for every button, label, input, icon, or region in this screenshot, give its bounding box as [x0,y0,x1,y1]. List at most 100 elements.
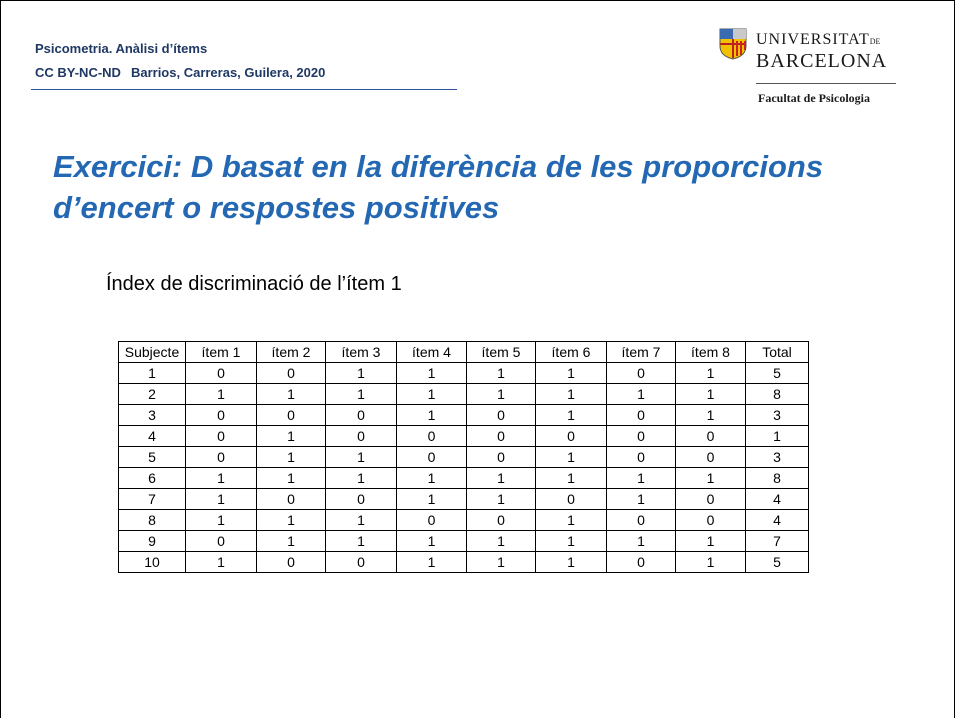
table-cell: 0 [675,446,746,468]
table-cell: 1 [396,488,467,510]
table-cell: 1 [256,425,326,447]
table-cell: 0 [185,404,257,426]
table-row: 10 1 0 0 1 1 1 0 1 5 [118,551,809,573]
table-body: Subjecte ítem 1 ítem 2 ítem 3 ítem 4 ítem 5 ít… [118,341,809,573]
header-row: Subjecte ítem 1 ítem 2 ítem 3 ítem 4 ítem 5 ít… [118,341,809,363]
table-cell: 8 [118,509,186,531]
table-cell: 1 [606,383,676,405]
table-cell: 1 [606,530,676,552]
table-cell: 0 [185,530,257,552]
table-cell: 1 [185,509,257,531]
table-cell: 1 [396,467,467,489]
table-cell: 0 [535,488,607,510]
table-cell: 0 [466,509,536,531]
table-cell: 3 [745,446,809,468]
table-cell: 1 [466,530,536,552]
table-cell: 0 [185,425,257,447]
logo-shield [719,28,747,60]
column-header: ítem 5 [466,341,536,363]
table-cell: 1 [325,467,397,489]
table-cell: 0 [325,488,397,510]
table-cell: 1 [466,383,536,405]
table-cell: 0 [396,425,467,447]
table-cell: 1 [256,446,326,468]
table-cell: 0 [675,488,746,510]
table-cell: 0 [466,404,536,426]
table-cell: 0 [675,509,746,531]
table-cell: 5 [118,446,186,468]
table-cell: 1 [675,530,746,552]
table-cell: 0 [606,446,676,468]
table-cell: 0 [256,362,326,384]
table-cell: 1 [675,467,746,489]
table-cell: 1 [118,362,186,384]
table-cell: 3 [745,404,809,426]
table-cell: 1 [396,362,467,384]
table-cell: 1 [185,551,257,573]
table-cell: 1 [535,383,607,405]
header-credits: CC BY-NC-ND Barrios, Carreras, Guilera, 2… [35,65,335,80]
table-cell: 0 [256,551,326,573]
license: CC BY-NC-ND [35,65,121,80]
table-cell: 1 [396,530,467,552]
table-cell: 0 [606,509,676,531]
table-cell: 1 [396,551,467,573]
table-cell: 1 [535,551,607,573]
table-cell: 0 [466,425,536,447]
table-cell: 1 [535,362,607,384]
table-cell: 0 [325,404,397,426]
column-header: ítem 3 [325,341,397,363]
table-cell: 4 [118,425,186,447]
table-cell: 1 [256,383,326,405]
table-cell: 0 [606,551,676,573]
table-cell: 7 [118,488,186,510]
table-cell: 5 [745,551,809,573]
logo-city: BARCELONA [756,50,888,72]
column-header: ítem 4 [396,341,467,363]
column-header: ítem 8 [675,341,746,363]
table-cell: 0 [256,404,326,426]
table-cell: 0 [396,446,467,468]
column-header: ítem 7 [606,341,676,363]
logo-rule [756,83,896,84]
table-cell: 1 [675,383,746,405]
table-cell: 3 [118,404,186,426]
table-cell: 5 [745,362,809,384]
table-cell: 2 [118,383,186,405]
table-cell: 8 [745,383,809,405]
column-header: ítem 6 [535,341,607,363]
table-cell: 1 [535,446,607,468]
table-cell: 1 [396,383,467,405]
table-cell: 1 [256,530,326,552]
authors: Barrios, Carreras, Guilera, 2020 [130,65,326,80]
table-cell: 1 [466,362,536,384]
logo-de: DE [869,37,881,46]
data-table: Subjecte ítem 1 ítem 2 ítem 3 ítem 4 ítem 5 ít… [118,341,809,573]
table-cell: 1 [606,467,676,489]
table-cell: 1 [185,467,257,489]
slide-subtitle: Índex de discriminació de l’ítem 1 [106,273,402,295]
table-cell: 1 [325,383,397,405]
table-cell: 0 [396,509,467,531]
table-cell: 1 [256,467,326,489]
logo-university: UNIVERSITATDE [756,31,880,49]
table-cell: 1 [396,404,467,426]
table-cell: 7 [745,530,809,552]
table-cell: 1 [675,551,746,573]
table-cell: 1 [256,509,326,531]
table-cell: 1 [185,488,257,510]
table-cell: 6 [118,467,186,489]
table-cell: 1 [325,530,397,552]
table-cell: 1 [466,551,536,573]
table-cell: 0 [606,362,676,384]
table-cell: 0 [466,446,536,468]
